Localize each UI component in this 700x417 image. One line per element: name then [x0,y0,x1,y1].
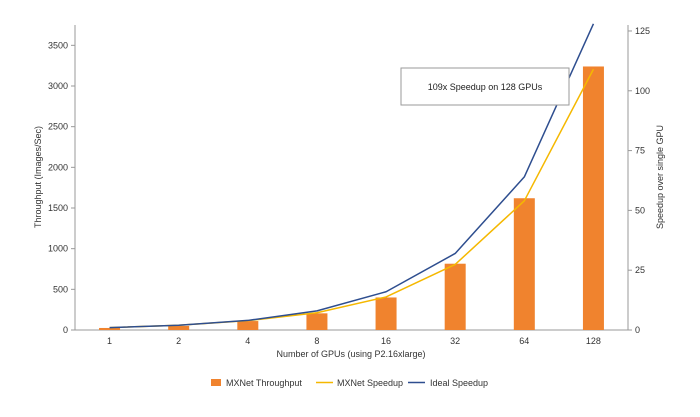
annotation-box: 109x Speedup on 128 GPUs [400,67,570,106]
x-tick-labels: 1 2 4 8 16 32 64 128 [107,336,601,346]
x-axis-title: Number of GPUs (using P2.16xlarge) [276,349,425,359]
legend: MXNet Throughput MXNet Speedup Ideal Spe… [211,378,488,388]
annotation-frame [400,67,570,106]
left-y-tick-label: 3500 [48,40,68,50]
throughput-bar [375,297,397,330]
x-tick-label: 1 [107,336,112,346]
left-y-tick-label: 1500 [48,203,68,213]
legend-label-ideal-speedup: Ideal Speedup [430,378,488,388]
left-y-tick-label: 0 [63,325,68,335]
x-tick-label: 8 [314,336,319,346]
throughput-bar [237,321,259,330]
throughput-bar [99,327,121,330]
left-y-tick-label: 2000 [48,162,68,172]
x-tick-label: 16 [381,336,391,346]
right-y-tick-label: 125 [635,26,650,36]
x-tick-label: 64 [519,336,529,346]
legend-label-mxnet-speedup: MXNet Speedup [337,378,403,388]
x-tick-label: 128 [586,336,601,346]
right-y-tick-label: 25 [635,265,645,275]
right-y-tick-label: 50 [635,205,645,215]
left-y-tick-label: 1000 [48,244,68,254]
legend-swatch-mxnet-throughput [211,379,221,386]
throughput-bar [444,263,466,330]
left-y-tick-label: 3000 [48,81,68,91]
left-y-tick-label: 2500 [48,122,68,132]
left-y-axis-title: Throughput (Images/Sec) [33,126,43,228]
left-y-tick-labels: 0 500 1000 1500 2000 2500 3000 3500 [48,40,75,335]
x-tick-label: 4 [245,336,250,346]
throughput-bar [582,66,604,330]
right-y-tick-label: 0 [635,325,640,335]
right-y-tick-label: 100 [635,86,650,96]
right-y-tick-labels: 0 25 50 75 100 125 [628,26,650,335]
throughput-bar [306,313,328,330]
left-y-tick-label: 500 [53,284,68,294]
annotation-text: 109x Speedup on 128 GPUs [428,82,543,92]
x-tick-label: 2 [176,336,181,346]
throughput-bar [513,198,535,330]
ideal-speedup-line [109,23,595,329]
speedup-lines [109,23,595,329]
throughput-bars [99,66,604,330]
legend-label-mxnet-throughput: MXNet Throughput [226,378,302,388]
right-y-tick-label: 75 [635,146,645,156]
x-tick-label: 32 [450,336,460,346]
axes-layer [74,25,629,331]
right-y-axis-title: Speedup over single GPU [655,125,665,229]
throughput-bar [168,325,190,330]
